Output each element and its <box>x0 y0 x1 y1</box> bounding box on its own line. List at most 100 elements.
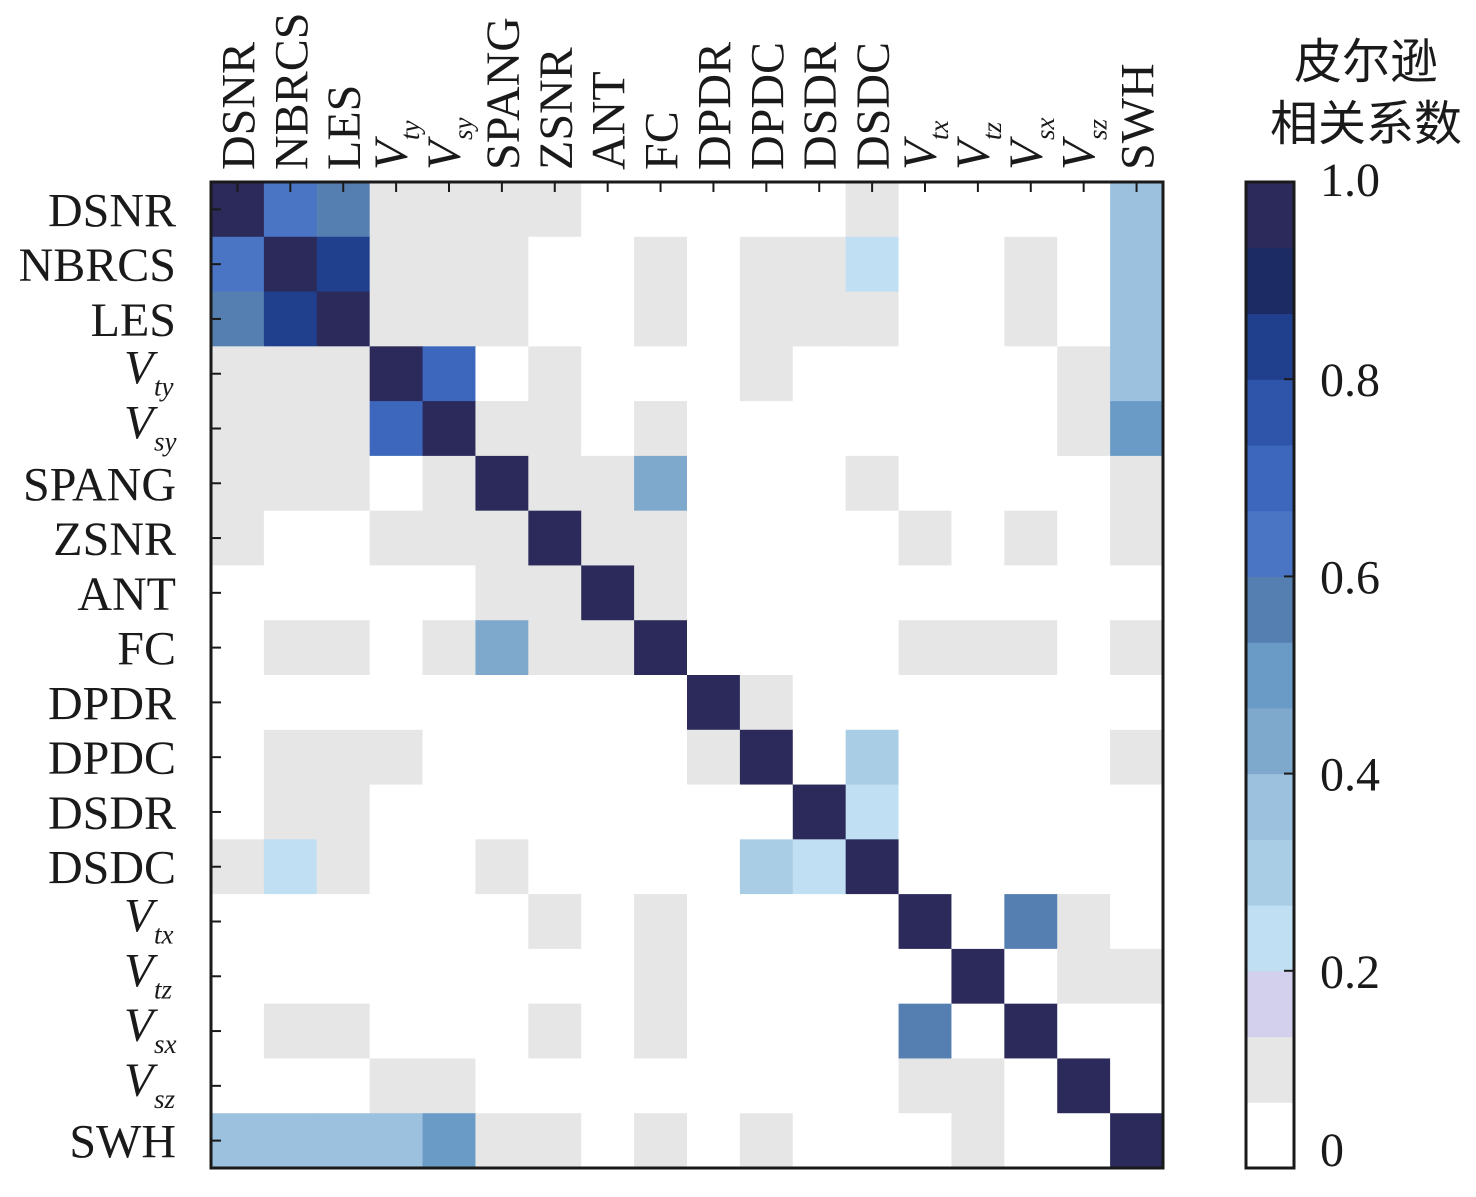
colorbar-strip-14 <box>1246 182 1294 249</box>
heatmap-cell-v-ty-spang <box>475 346 529 402</box>
heatmap-cell-v-sx-dpdr <box>687 1003 741 1060</box>
heatmap-cell-v-sz-spang <box>475 1058 529 1114</box>
heatmap-cell-v-sy-nbrcs <box>263 401 318 457</box>
heatmap-cell-dpdc-fc <box>634 729 688 786</box>
heatmap-cell-spang-swh <box>1110 455 1164 512</box>
heatmap-cell-dsdc-v-sx <box>1004 839 1058 895</box>
heatmap-cell-v-ty-ant <box>581 346 635 402</box>
heatmap-cell-v-sy-spang <box>475 401 529 457</box>
heatmap-cell-v-tz-zsnr <box>528 948 582 1005</box>
heatmap-cell-v-sz-fc <box>634 1058 688 1114</box>
heatmap-cell-dsdr-dsdr <box>792 784 847 840</box>
heatmap-cell-fc-dpdc <box>739 620 794 676</box>
row-label-subscript: sy <box>154 427 177 457</box>
heatmap-cell-dsdr-nbrcs <box>263 784 318 840</box>
heatmap-cell-nbrcs-v-ty <box>369 236 424 293</box>
heatmap-cell-v-sz-swh <box>1110 1058 1164 1114</box>
heatmap-cell-fc-v-sy <box>422 620 477 676</box>
heatmap-cell-dsdc-nbrcs <box>263 839 318 895</box>
heatmap-cell-dpdr-dsdc <box>845 675 900 731</box>
heatmap-cell-zsnr-les <box>316 510 371 567</box>
heatmap-cell-swh-ant <box>581 1113 635 1169</box>
heatmap-cell-spang-nbrcs <box>263 455 318 512</box>
heatmap-cell-v-tx-zsnr <box>528 894 582 950</box>
heatmap-cell-v-sy-v-ty <box>369 401 424 457</box>
column-label-subscript: sy <box>448 117 478 140</box>
heatmap-cell-fc-dpdr <box>687 620 741 676</box>
heatmap-cell-swh-v-ty <box>369 1113 424 1169</box>
heatmap-cell-v-tx-les <box>316 894 371 950</box>
heatmap-cell-v-tx-dpdc <box>739 894 794 950</box>
colorbar-tick-label: 0.4 <box>1320 749 1380 802</box>
heatmap-cell-dpdr-dsdr <box>792 675 847 731</box>
heatmap-cell-spang-v-sz <box>1057 455 1111 512</box>
column-label-text: FC <box>636 111 689 170</box>
row-label-zsnr: ZSNR <box>53 513 176 566</box>
heatmap-cell-zsnr-ant <box>581 510 635 567</box>
heatmap-cell-ant-v-sz <box>1057 565 1111 621</box>
heatmap-cell-v-tx-swh <box>1110 894 1164 950</box>
heatmap-cell-v-sz-les <box>316 1058 371 1114</box>
heatmap-cell-ant-ant <box>581 565 635 621</box>
heatmap-cell-v-tz-nbrcs <box>263 948 318 1005</box>
heatmap-cell-v-tx-nbrcs <box>263 894 318 950</box>
heatmap-cell-dpdr-dpdc <box>739 675 794 731</box>
heatmap-cell-dpdc-nbrcs <box>263 729 318 786</box>
heatmap-cell-ant-dsdc <box>845 565 900 621</box>
heatmap-cell-nbrcs-les <box>316 236 371 293</box>
column-label-dsdc: DSDC <box>847 42 900 170</box>
heatmap-cell-dsdr-v-sx <box>1004 784 1058 840</box>
heatmap-cell-fc-v-tx <box>898 620 953 676</box>
heatmap-cell-v-sy-dpdr <box>687 401 741 457</box>
heatmap-cell-dsdc-v-tz <box>951 839 1005 895</box>
heatmap-cell-v-tx-v-sy <box>422 894 477 950</box>
heatmap-cell-v-ty-v-sz <box>1057 346 1111 402</box>
heatmap-cell-v-sy-dsdr <box>792 401 847 457</box>
heatmap-cell-v-sy-zsnr <box>528 401 582 457</box>
heatmap-cell-dsdr-les <box>316 784 371 840</box>
column-label-base: V <box>1000 136 1053 170</box>
column-label-base: V <box>365 136 418 170</box>
heatmap-cell-spang-v-tx <box>898 455 953 512</box>
heatmap-cell-spang-dpdr <box>687 455 741 512</box>
heatmap-cell-dsdr-dsdc <box>845 784 900 840</box>
heatmap-cell-dsdc-les <box>316 839 371 895</box>
column-label-base: V <box>947 136 1000 170</box>
heatmap-cell-dsdc-v-sz <box>1057 839 1111 895</box>
colorbar-title-line-1: 皮尔逊 <box>1294 34 1438 90</box>
heatmap-cell-dsdc-v-tx <box>898 839 953 895</box>
heatmap-cell-dpdc-zsnr <box>528 729 582 786</box>
heatmap-cell-v-sz-v-sx <box>1004 1058 1058 1114</box>
heatmap-cell-v-tx-ant <box>581 894 635 950</box>
heatmap-cell-dpdr-v-tz <box>951 675 1005 731</box>
heatmap-cell-dpdr-dpdr <box>687 675 741 731</box>
heatmap-cell-v-sy-les <box>316 401 371 457</box>
heatmap-cell-dpdr-nbrcs <box>263 675 318 731</box>
column-label-dsnr: DSNR <box>212 42 265 170</box>
heatmap-cell-nbrcs-spang <box>475 236 529 293</box>
heatmap-cell-v-ty-dpdc <box>739 346 794 402</box>
heatmap-cell-dpdr-spang <box>475 675 529 731</box>
heatmap-cells <box>211 182 1164 1169</box>
row-label-subscript: tz <box>154 974 173 1004</box>
heatmap-cell-spang-v-sy <box>422 455 477 512</box>
heatmap-cell-dsdr-v-sy <box>422 784 477 840</box>
heatmap-cell-dsdr-spang <box>475 784 529 840</box>
colorbar-strip-3 <box>1246 905 1294 972</box>
heatmap-cell-dpdc-les <box>316 729 371 786</box>
row-label-base: V <box>124 944 158 997</box>
heatmap-cell-v-sy-v-tz <box>951 401 1005 457</box>
row-label-swh: SWH <box>69 1116 176 1169</box>
column-label-v-ty: Vty <box>365 120 425 170</box>
column-label-spang: SPANG <box>477 17 530 170</box>
heatmap-cell-v-ty-dsdc <box>845 346 900 402</box>
heatmap-cell-zsnr-v-sx <box>1004 510 1058 567</box>
row-label-base: V <box>124 397 158 450</box>
heatmap-cell-les-v-sy <box>422 291 477 347</box>
heatmap-cell-dsdc-dsdc <box>845 839 900 895</box>
column-label-dpdc: DPDC <box>741 42 794 170</box>
